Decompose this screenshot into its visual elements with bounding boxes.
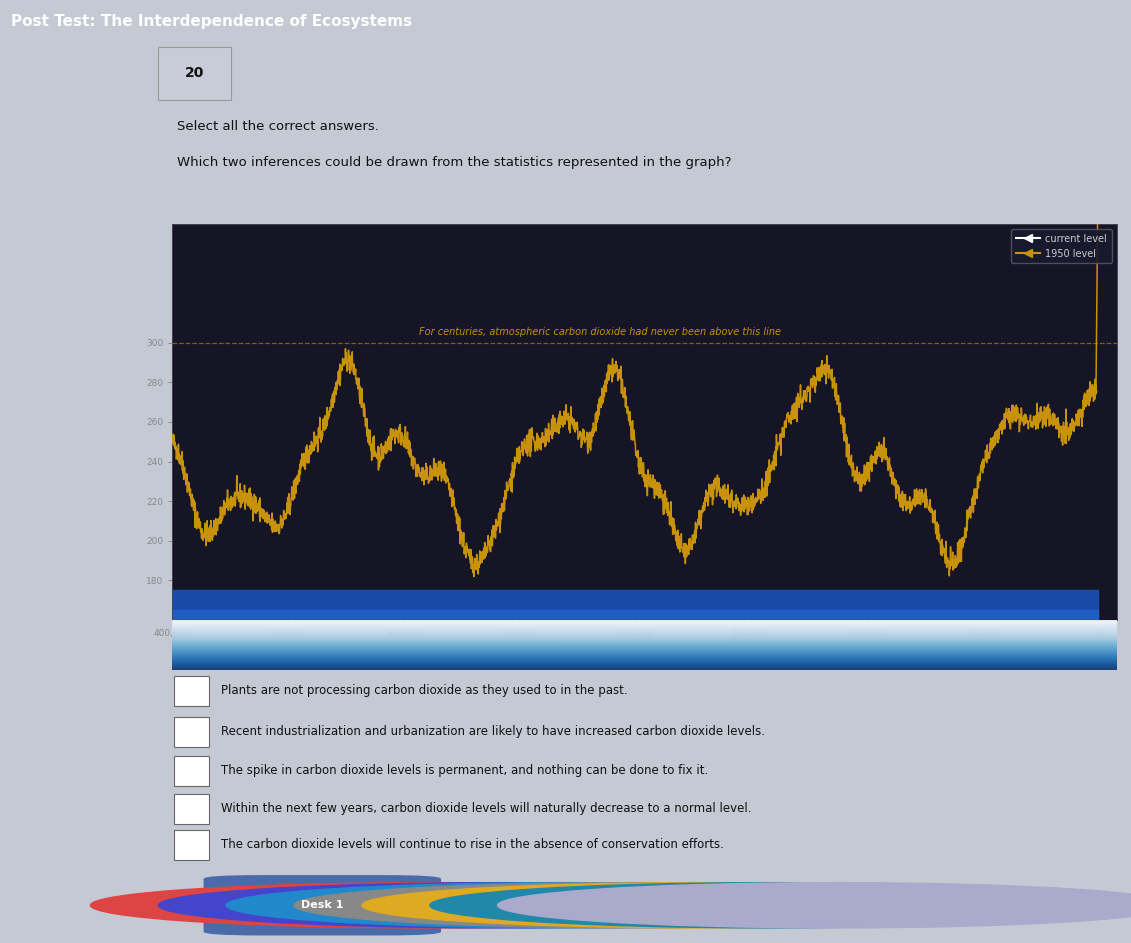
Text: The spike in carbon dioxide levels is permanent, and nothing can be done to fix : The spike in carbon dioxide levels is pe…: [222, 764, 708, 777]
Circle shape: [90, 883, 769, 928]
FancyBboxPatch shape: [174, 794, 209, 824]
Text: For centuries, atmospheric carbon dioxide had never been above this line: For centuries, atmospheric carbon dioxid…: [420, 327, 782, 337]
X-axis label: years before today (0 = 1950): years before today (0 = 1950): [566, 642, 724, 653]
Text: Which two inferences could be drawn from the statistics represented in the graph: Which two inferences could be drawn from…: [178, 156, 732, 169]
Text: Within the next few years, carbon dioxide levels will naturally decrease to a no: Within the next few years, carbon dioxid…: [222, 802, 752, 815]
Circle shape: [362, 883, 1041, 928]
Circle shape: [498, 883, 1131, 928]
Text: Post Test: The Interdependence of Ecosystems: Post Test: The Interdependence of Ecosys…: [11, 14, 413, 28]
FancyBboxPatch shape: [157, 46, 231, 100]
Text: 20: 20: [185, 66, 205, 80]
FancyBboxPatch shape: [204, 875, 441, 935]
Text: The carbon dioxide levels will continue to rise in the absence of conservation e: The carbon dioxide levels will continue …: [222, 838, 724, 851]
Legend: current level, 1950 level: current level, 1950 level: [1011, 229, 1112, 263]
Circle shape: [430, 883, 1108, 928]
Text: Recent industrialization and urbanization are likely to have increased carbon di: Recent industrialization and urbanizatio…: [222, 725, 766, 738]
Circle shape: [158, 883, 837, 928]
FancyBboxPatch shape: [174, 718, 209, 747]
Text: Desk 1: Desk 1: [301, 901, 344, 910]
FancyBboxPatch shape: [174, 676, 209, 705]
Circle shape: [294, 883, 973, 928]
Circle shape: [226, 883, 905, 928]
Text: Select all the correct answers.: Select all the correct answers.: [178, 120, 379, 133]
Text: Plants are not processing carbon dioxide as they used to in the past.: Plants are not processing carbon dioxide…: [222, 684, 628, 697]
FancyBboxPatch shape: [174, 831, 209, 860]
FancyBboxPatch shape: [174, 756, 209, 786]
